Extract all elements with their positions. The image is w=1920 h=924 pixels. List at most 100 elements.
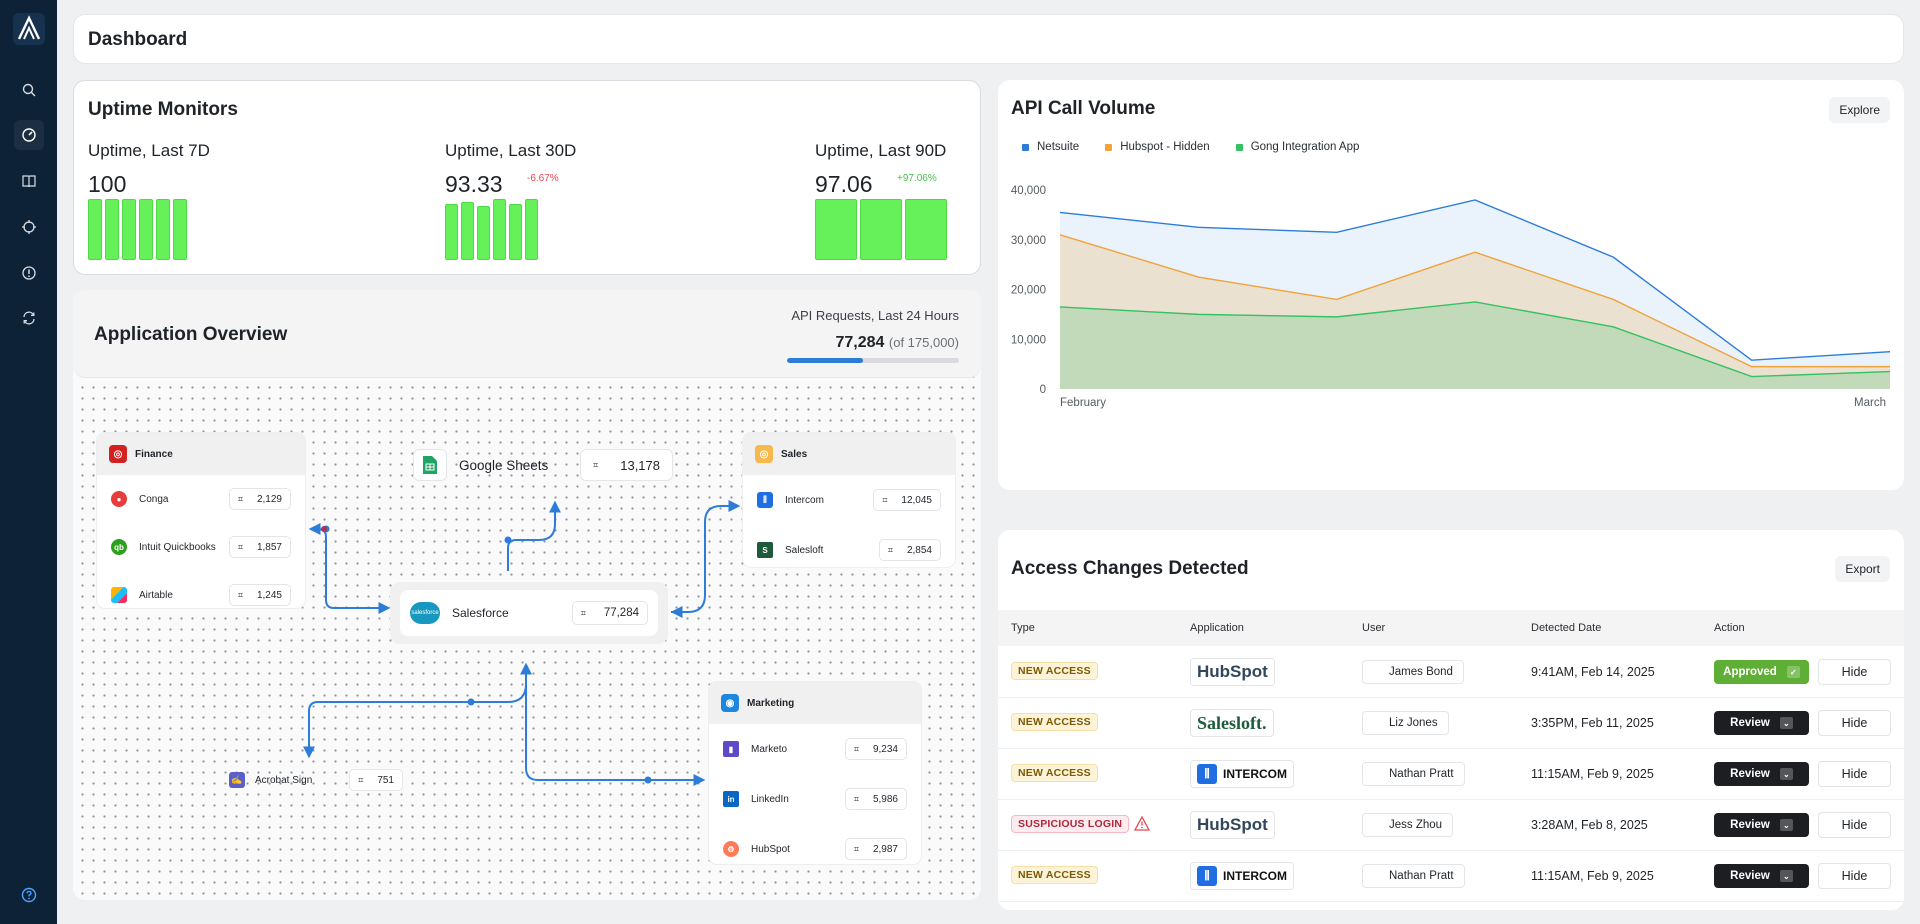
sidebar	[0, 0, 57, 924]
crosshair-icon[interactable]	[14, 212, 44, 242]
user-name: Liz Jones	[1389, 717, 1438, 729]
api-requests-limit: (of 175,000)	[888, 335, 959, 350]
review-button[interactable]: Review ⌄	[1714, 864, 1809, 888]
book-icon[interactable]	[14, 166, 44, 196]
count-value: 1,245	[256, 589, 282, 601]
review-button[interactable]: Review ⌄	[1714, 711, 1809, 735]
legend-swatch	[1235, 143, 1243, 151]
app-row-linkedin[interactable]: in LinkedIn ⌗ 5,986	[717, 779, 913, 819]
intercom-icon: ⫼	[757, 492, 773, 508]
legend-item[interactable]: Gong Integration App	[1235, 141, 1359, 153]
detected-date: 3:28AM, Feb 8, 2025	[1531, 818, 1648, 832]
count-value: 2,129	[256, 493, 282, 505]
col-action[interactable]: Action	[1714, 622, 1745, 634]
hash-icon: ⌗	[882, 494, 888, 505]
app-logo-text: HubSpot	[1197, 662, 1268, 681]
export-button[interactable]: Export	[1835, 556, 1890, 582]
sales-icon: ◎	[755, 445, 773, 463]
user-pill[interactable]: Liz Jones	[1362, 711, 1449, 735]
uptime-bar	[445, 204, 458, 260]
hide-button[interactable]: Hide	[1818, 659, 1891, 685]
app-row-hubspot[interactable]: ⚙ HubSpot ⌗ 2,987	[717, 829, 913, 869]
legend-item[interactable]: Hubspot - Hidden	[1105, 141, 1210, 153]
user-name: Nathan Pratt	[1389, 870, 1454, 882]
finance-icon: ◎	[109, 445, 127, 463]
finance-group[interactable]: ◎ Finance ● Conga ⌗ 2,129 qb Intuit Quick…	[97, 433, 305, 608]
count-value: 12,045	[901, 494, 932, 506]
legend-label: Hubspot - Hidden	[1120, 141, 1210, 153]
sales-group[interactable]: ◎ Sales ⫼ Intercom ⌗ 12,045 S Salesloft ⌗…	[743, 433, 955, 567]
table-row: NEW ACCESS Salesloft. Liz Jones 3:35PM, …	[998, 698, 1904, 749]
intercom-logo: ⫼ INTERCOM	[1190, 862, 1294, 890]
legend-item[interactable]: Netsuite	[1022, 141, 1079, 153]
hide-button[interactable]: Hide	[1818, 812, 1891, 838]
col-type[interactable]: Type	[1011, 622, 1035, 634]
user-pill[interactable]: Nathan Pratt	[1362, 762, 1465, 786]
check-icon: ✓	[1786, 666, 1800, 678]
explore-button[interactable]: Explore	[1829, 97, 1890, 123]
uptime-title: Uptime Monitors	[88, 99, 238, 120]
salesforce-node[interactable]: salesforce Salesforce ⌗ 77,284	[400, 590, 658, 636]
application-overview: Application Overview API Requests, Last …	[73, 290, 981, 900]
uptime-30d: Uptime, Last 30D 93.33 -6.67%	[445, 141, 576, 260]
app-count: ⌗ 2,129	[228, 488, 291, 510]
series-line	[1059, 234, 1890, 368]
detected-date: 11:15AM, Feb 9, 2025	[1531, 869, 1654, 883]
hash-icon: ⌗	[853, 743, 859, 754]
sales-header: ◎ Sales	[743, 433, 955, 475]
legend-swatch	[1105, 143, 1113, 151]
alert-icon[interactable]	[14, 258, 44, 288]
user-pill[interactable]: Jess Zhou	[1362, 813, 1454, 837]
google-sheets-node[interactable]: Google Sheets ⌗ 13,178	[413, 445, 673, 485]
salesforce-icon: salesforce	[410, 602, 440, 624]
col-detected-date[interactable]: Detected Date	[1531, 622, 1602, 634]
salesforce-name: Salesforce	[452, 606, 509, 620]
salesloft-icon: S	[757, 542, 773, 558]
search-icon[interactable]	[14, 75, 44, 105]
hide-button[interactable]: Hide	[1818, 710, 1891, 736]
logo-icon[interactable]	[13, 13, 45, 45]
app-row-conga[interactable]: ● Conga ⌗ 2,129	[105, 479, 297, 519]
uptime-bar	[461, 202, 474, 260]
api-requests-count: 77,284	[835, 334, 885, 351]
hide-button[interactable]: Hide	[1818, 863, 1891, 889]
app-row-airtable[interactable]: Airtable ⌗ 1,245	[105, 575, 297, 615]
hubspot-logo: HubSpot	[1190, 658, 1275, 686]
uptime-bar	[509, 204, 522, 260]
review-button[interactable]: Review ⌄	[1714, 762, 1809, 786]
approved-button[interactable]: Approved ✓	[1714, 660, 1809, 684]
review-button[interactable]: Review ⌄	[1714, 813, 1809, 837]
uptime-bar	[173, 199, 187, 260]
marketing-header: ◉ Marketing	[709, 682, 921, 724]
gauge-icon[interactable]	[14, 120, 44, 150]
help-icon[interactable]	[14, 880, 44, 910]
user-pill[interactable]: James Bond	[1362, 660, 1464, 684]
count-value: 5,986	[872, 793, 898, 805]
conga-icon: ●	[111, 491, 127, 507]
uptime-monitors-card: Uptime Monitors Uptime, Last 7D 100 Upti…	[73, 80, 981, 275]
acrobat-sign-node[interactable]: ✍ Acrobat Sign ⌗ 751	[223, 764, 403, 796]
marketing-group[interactable]: ◉ Marketing ▮ Marketo ⌗ 9,234 in LinkedIn…	[709, 682, 921, 864]
user-name: Jess Zhou	[1389, 819, 1443, 831]
uptime-bar	[815, 199, 857, 260]
app-row-marketo[interactable]: ▮ Marketo ⌗ 9,234	[717, 729, 913, 769]
uptime-7d: Uptime, Last 7D 100	[88, 141, 210, 260]
flow-connectors	[303, 500, 741, 786]
app-count: ⌗ 13,178	[580, 449, 673, 481]
uptime-bar	[860, 199, 902, 260]
col-application[interactable]: Application	[1190, 622, 1244, 634]
table-header: Type Application User Detected Date Acti…	[998, 610, 1904, 646]
uptime-label: Uptime, Last 90D	[815, 141, 947, 160]
app-row-intercom[interactable]: ⫼ Intercom ⌗ 12,045	[751, 480, 947, 520]
app-count: ⌗ 2,854	[878, 539, 941, 561]
col-user[interactable]: User	[1362, 622, 1386, 634]
hash-icon: ⌗	[580, 607, 586, 618]
app-name: HubSpot	[751, 843, 790, 855]
action-label: Review	[1730, 768, 1770, 780]
hide-button[interactable]: Hide	[1818, 761, 1891, 787]
header-bar: Dashboard	[73, 14, 1904, 64]
sync-icon[interactable]	[14, 303, 44, 333]
app-row-salesloft[interactable]: S Salesloft ⌗ 2,854	[751, 530, 947, 570]
app-row-quickbooks[interactable]: qb Intuit Quickbooks ⌗ 1,857	[105, 527, 297, 567]
user-pill[interactable]: Nathan Pratt	[1362, 864, 1465, 888]
